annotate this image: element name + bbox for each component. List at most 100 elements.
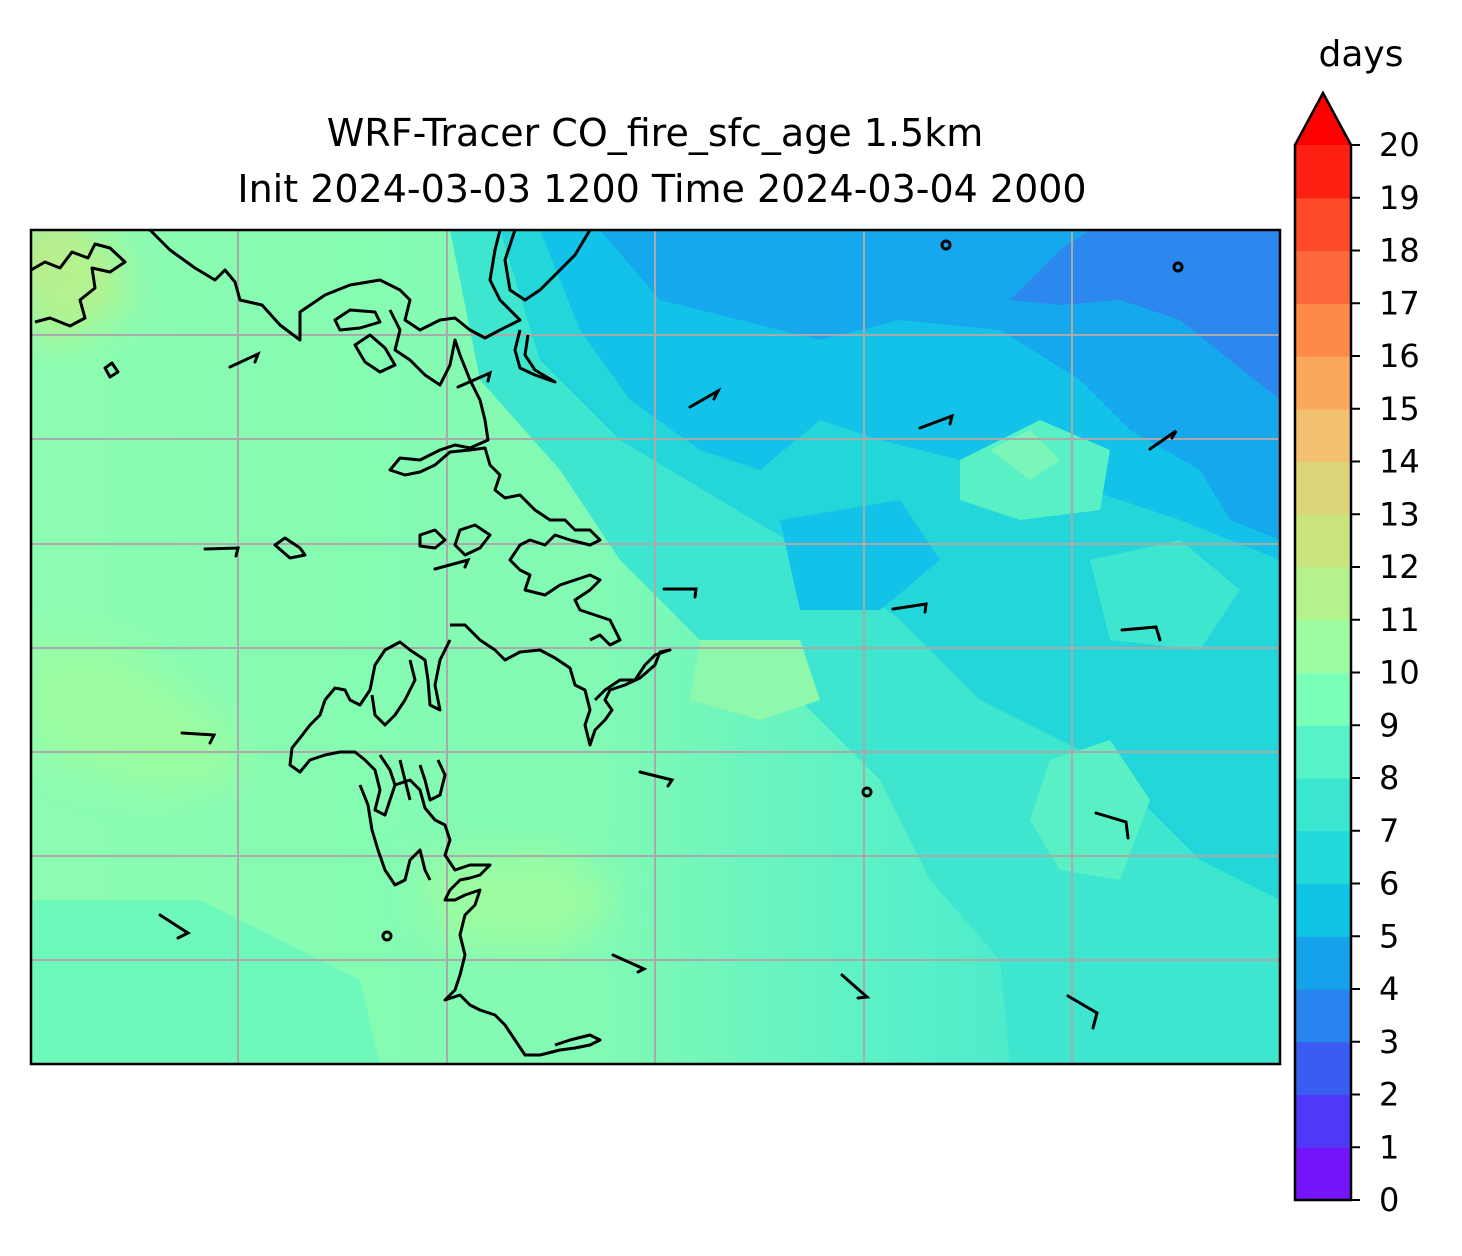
contour-band-10-center — [690, 640, 820, 720]
colorbar-segment — [1295, 356, 1351, 410]
colorbar-tick-label: 12 — [1379, 548, 1420, 586]
colorbar-tick-label: 3 — [1379, 1023, 1399, 1061]
contour-band-4 — [600, 230, 1280, 540]
colorbar-tick-label: 2 — [1379, 1076, 1399, 1114]
wind-barb — [158, 913, 192, 940]
coastline-main-east — [388, 309, 622, 647]
contour-band-8-southeast — [1030, 740, 1150, 880]
island-ring — [861, 786, 873, 798]
wind-barb — [840, 973, 871, 1000]
coastline-fjord-3 — [370, 659, 417, 727]
wind-barb — [1148, 429, 1178, 451]
colorbar-segment — [1295, 830, 1351, 885]
island-ring — [1172, 261, 1184, 273]
colorbar-tick-label: 5 — [1379, 917, 1399, 955]
wind-barb — [918, 413, 955, 430]
map-panel — [31, 230, 1280, 1064]
wind-barb — [1066, 994, 1099, 1030]
coastline-island-2 — [418, 528, 447, 550]
colorbar-tick-label: 18 — [1379, 232, 1420, 270]
gridlines — [31, 230, 1280, 1064]
coastlines — [31, 230, 672, 1057]
island-ring — [940, 239, 952, 251]
coastline-fjord-inner — [378, 754, 447, 802]
colorbar-tick-label: 7 — [1379, 812, 1399, 850]
title-line-1: WRF-Tracer CO_fire_sfc_age 1.5km — [327, 111, 984, 155]
colorbar-tick-label: 15 — [1379, 390, 1420, 428]
island-ring — [381, 930, 393, 942]
wind-barb — [1120, 625, 1162, 642]
wind-barb — [433, 557, 471, 571]
wind-barb — [891, 602, 928, 614]
colorbar-segment — [1295, 883, 1351, 937]
coastline-island-4 — [273, 536, 307, 560]
colorbar-segment — [1295, 936, 1351, 990]
contour-band-9-sw — [31, 900, 380, 1064]
colorbar-tick-label: 4 — [1379, 970, 1399, 1008]
colorbar-tick-label: 16 — [1379, 337, 1420, 375]
wind-barb — [203, 546, 240, 558]
colorbar-segments — [1295, 145, 1351, 1201]
colorbar-tick-label: 14 — [1379, 443, 1420, 481]
contour-band-12-nw — [31, 230, 130, 340]
coastline-south-arm — [450, 623, 672, 747]
colorbar-segment — [1295, 461, 1351, 515]
wind-barb — [228, 351, 261, 369]
colorbar-segment — [1295, 408, 1351, 463]
colorbar-segment — [1295, 619, 1351, 674]
colorbar-segment — [1295, 1094, 1351, 1148]
coastline-fjord-2 — [358, 784, 432, 887]
contour-band-5b — [780, 500, 940, 610]
coastline-peninsula — [353, 333, 397, 374]
colorbar-tick-label: 0 — [1379, 1181, 1399, 1219]
contour-band-7-east-lobe — [1090, 540, 1240, 650]
wind-barb — [1094, 811, 1130, 840]
colorbar-segment — [1295, 250, 1351, 304]
map-frame — [29, 228, 1282, 1066]
wind-barb — [180, 731, 217, 745]
title-line-2: Init 2024-03-03 1200 Time 2024-03-04 200… — [237, 167, 1086, 211]
colorbar-segment — [1295, 303, 1351, 357]
colorbar-extend-triangle — [1295, 93, 1351, 145]
coastline-north-inlet — [148, 230, 522, 342]
wind-barb — [456, 370, 493, 389]
colorbar-tick-label: 17 — [1379, 284, 1420, 322]
colorbar-segment — [1295, 778, 1351, 832]
small-islands — [381, 239, 1184, 942]
wind-barb — [611, 953, 648, 974]
colorbar-tick-label: 8 — [1379, 759, 1399, 797]
colorbar-frame — [1293, 90, 1353, 1202]
contour-band-11-center — [420, 850, 620, 950]
coastline-northwest — [31, 242, 127, 328]
coastline-southwest-fjords — [288, 639, 602, 1057]
colorbar-segment — [1295, 145, 1351, 199]
colorbar-segment — [1295, 1041, 1351, 1096]
colorbar-tick-label: 9 — [1379, 706, 1399, 744]
coastline-inlet-channel — [513, 329, 557, 384]
colorbar-segment — [1295, 672, 1351, 726]
colorbar-tick-label: 1 — [1379, 1128, 1399, 1166]
wind-barb — [688, 387, 722, 409]
coastline-inner-inlet — [503, 230, 592, 302]
contour-band-3 — [1010, 230, 1280, 400]
colorbar-segment — [1295, 1147, 1351, 1201]
wind-barb — [662, 587, 698, 599]
coastline-island-5 — [103, 361, 120, 379]
colorbar-tick-label: 19 — [1379, 179, 1420, 217]
wind-barb — [638, 770, 675, 788]
colorbar-tick-label: 6 — [1379, 865, 1399, 903]
colorbar-segment — [1295, 989, 1351, 1043]
colorbar-tick-label: 20 — [1379, 126, 1420, 164]
contour-band-9-east — [990, 430, 1060, 480]
coastline-island-1 — [333, 308, 382, 332]
colorbar-unit-label: days — [1319, 34, 1404, 75]
wind-barbs — [158, 351, 1178, 1030]
colorbar-segment — [1295, 567, 1351, 621]
colorbar-tick-label: 13 — [1379, 495, 1420, 533]
colorbar-segment — [1295, 725, 1351, 779]
colorbar-segment — [1295, 514, 1351, 568]
coastline-island-3 — [453, 523, 492, 557]
